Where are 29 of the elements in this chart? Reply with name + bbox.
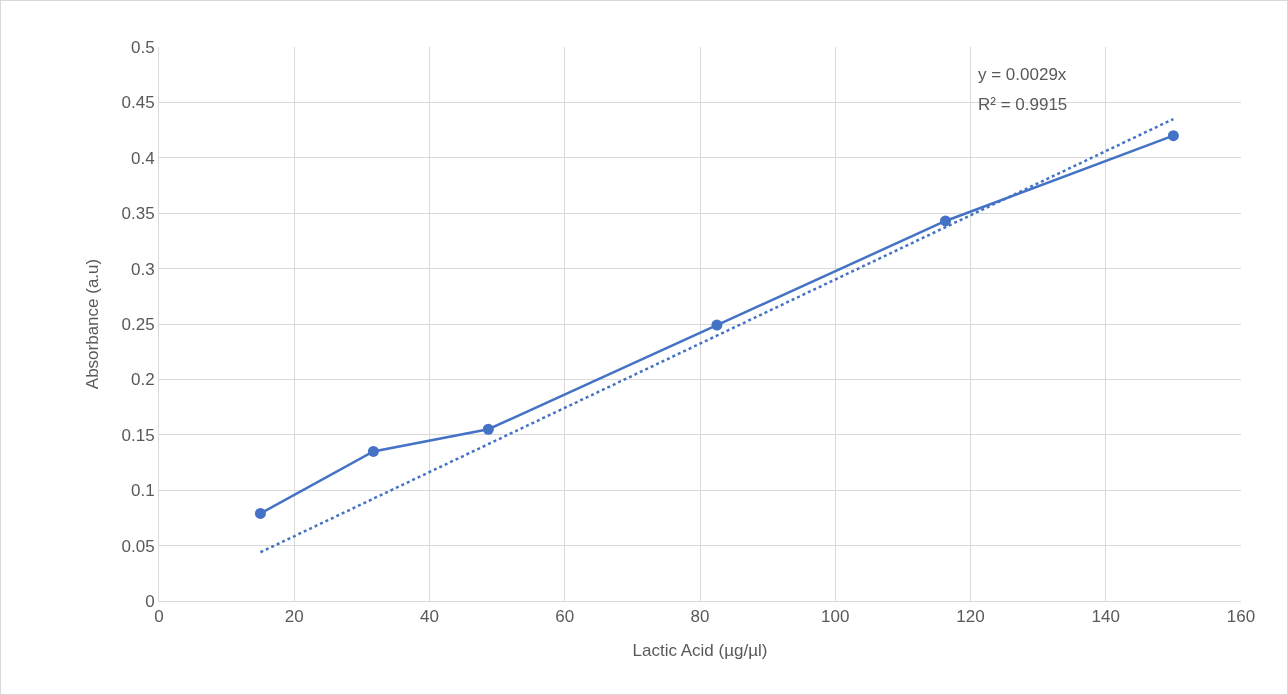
y-tick-label: 0.05 — [121, 536, 155, 556]
x-tick-label: 120 — [956, 607, 985, 627]
y-tick-label: 0.25 — [121, 314, 155, 334]
y-tick-label: 0.15 — [121, 425, 155, 445]
x-tick-label: 140 — [1091, 607, 1120, 627]
x-tick-label: 20 — [284, 607, 304, 627]
y-tick-label: 0.4 — [130, 148, 155, 168]
point — [939, 215, 951, 227]
point — [1167, 130, 1179, 142]
point — [254, 507, 266, 519]
y-tick-label: 0.35 — [121, 204, 155, 224]
x-tick-label: 160 — [1226, 607, 1256, 627]
x-tick-label: 40 — [420, 607, 439, 627]
y-tick-label: 0.45 — [121, 93, 155, 113]
point — [482, 423, 494, 435]
y-tick-label: 0.5 — [130, 37, 155, 57]
annotation: y = 0.0029x — [978, 65, 1067, 84]
point — [367, 445, 379, 457]
y-tick-label: 0.2 — [130, 370, 155, 390]
x-axis-title: Lactic Acid (µg/µl) — [632, 640, 768, 660]
point — [711, 319, 723, 331]
x-tick-label: 80 — [690, 607, 710, 627]
y-tick-label: 0.3 — [130, 259, 155, 279]
x-tick-label: 100 — [821, 607, 850, 627]
y-tick-label: 0.1 — [130, 481, 155, 501]
annotation: R² = 0.9915 — [978, 95, 1068, 114]
y-tick-label: 0 — [145, 591, 155, 611]
y-axis-title: Absorbance (a.u) — [83, 258, 103, 390]
x-tick-label: 60 — [555, 607, 575, 627]
